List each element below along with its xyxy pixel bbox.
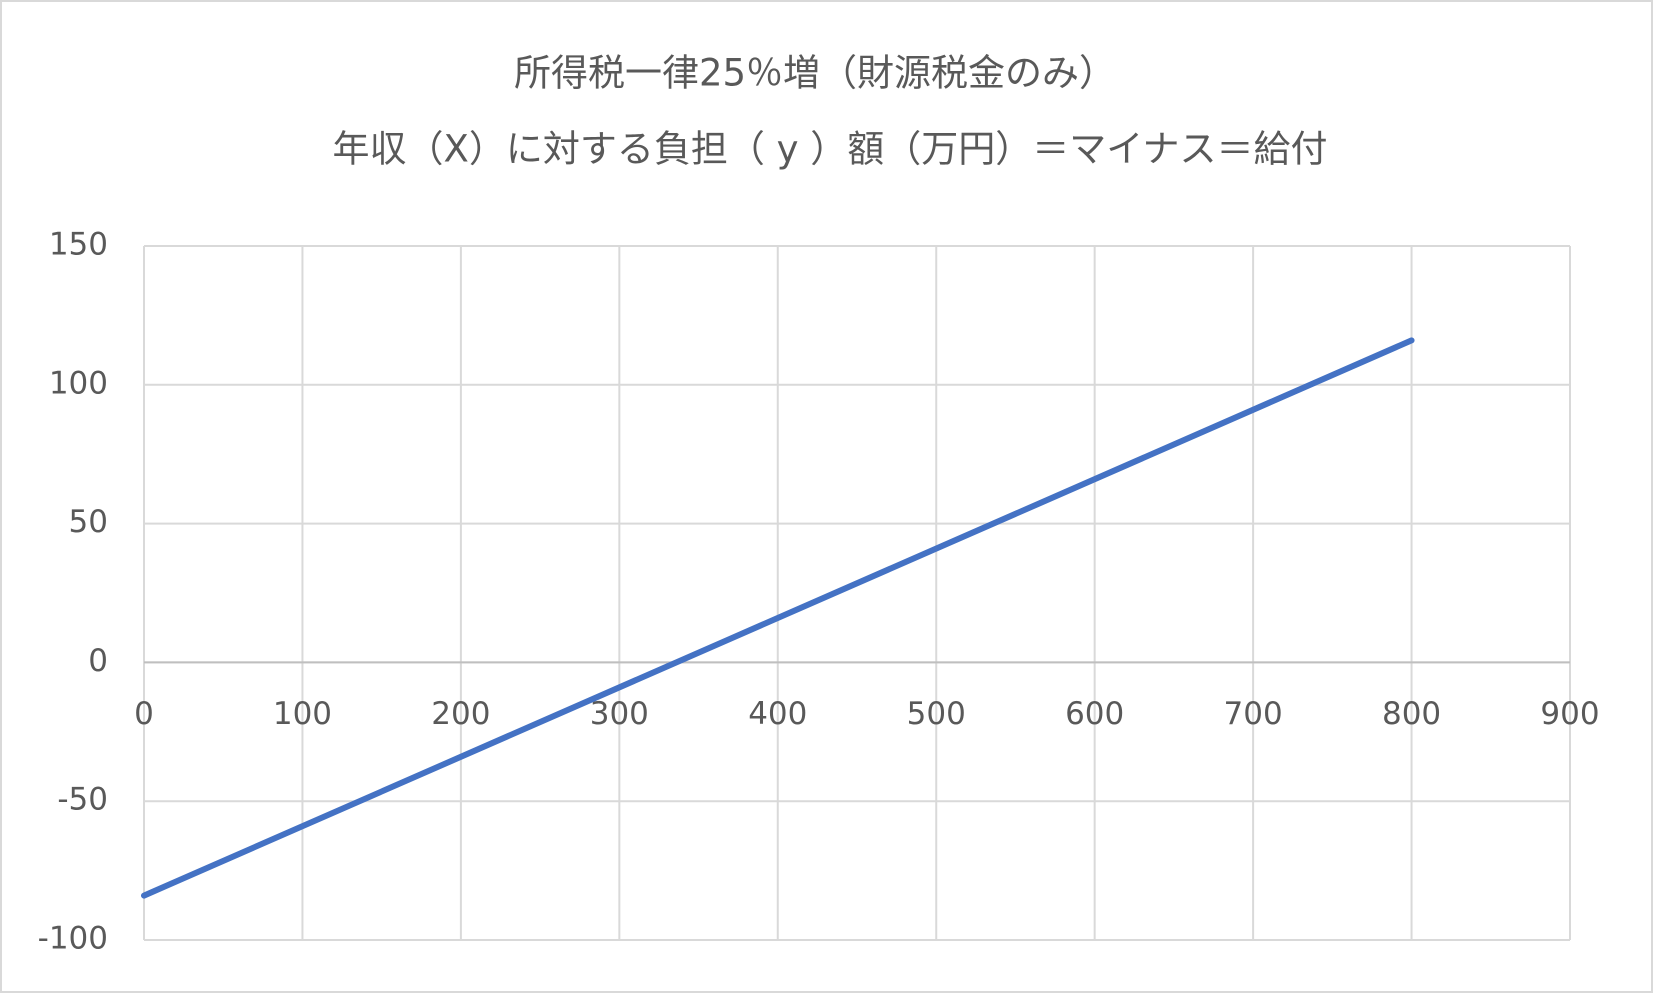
x-tick-label: 700: [1224, 696, 1283, 732]
x-tick-label: 600: [1065, 696, 1124, 732]
x-tick-label: 500: [907, 696, 966, 732]
y-tick-label: -50: [57, 782, 108, 818]
x-tick-label: 900: [1540, 696, 1599, 732]
x-tick-label: 100: [273, 696, 332, 732]
x-tick-label: 200: [431, 696, 490, 732]
x-tick-label: 300: [590, 696, 649, 732]
data-line: [141, 337, 1415, 899]
y-tick-label: 0: [88, 643, 108, 679]
y-tick-label: 100: [49, 365, 108, 401]
chart-subtitle: 年収（X）に対する負担（ y ）額（万円）＝マイナス＝給付: [332, 128, 1327, 171]
chart-title: 所得税一律25％増（財源税金のみ）: [514, 52, 1116, 95]
x-tick-label: 400: [748, 696, 807, 732]
y-tick-label: 150: [49, 227, 108, 263]
x-tick-label: 0: [134, 696, 154, 732]
y-tick-label: -100: [38, 921, 108, 957]
y-tick-label: 50: [69, 504, 108, 540]
x-tick-label: 800: [1382, 696, 1441, 732]
